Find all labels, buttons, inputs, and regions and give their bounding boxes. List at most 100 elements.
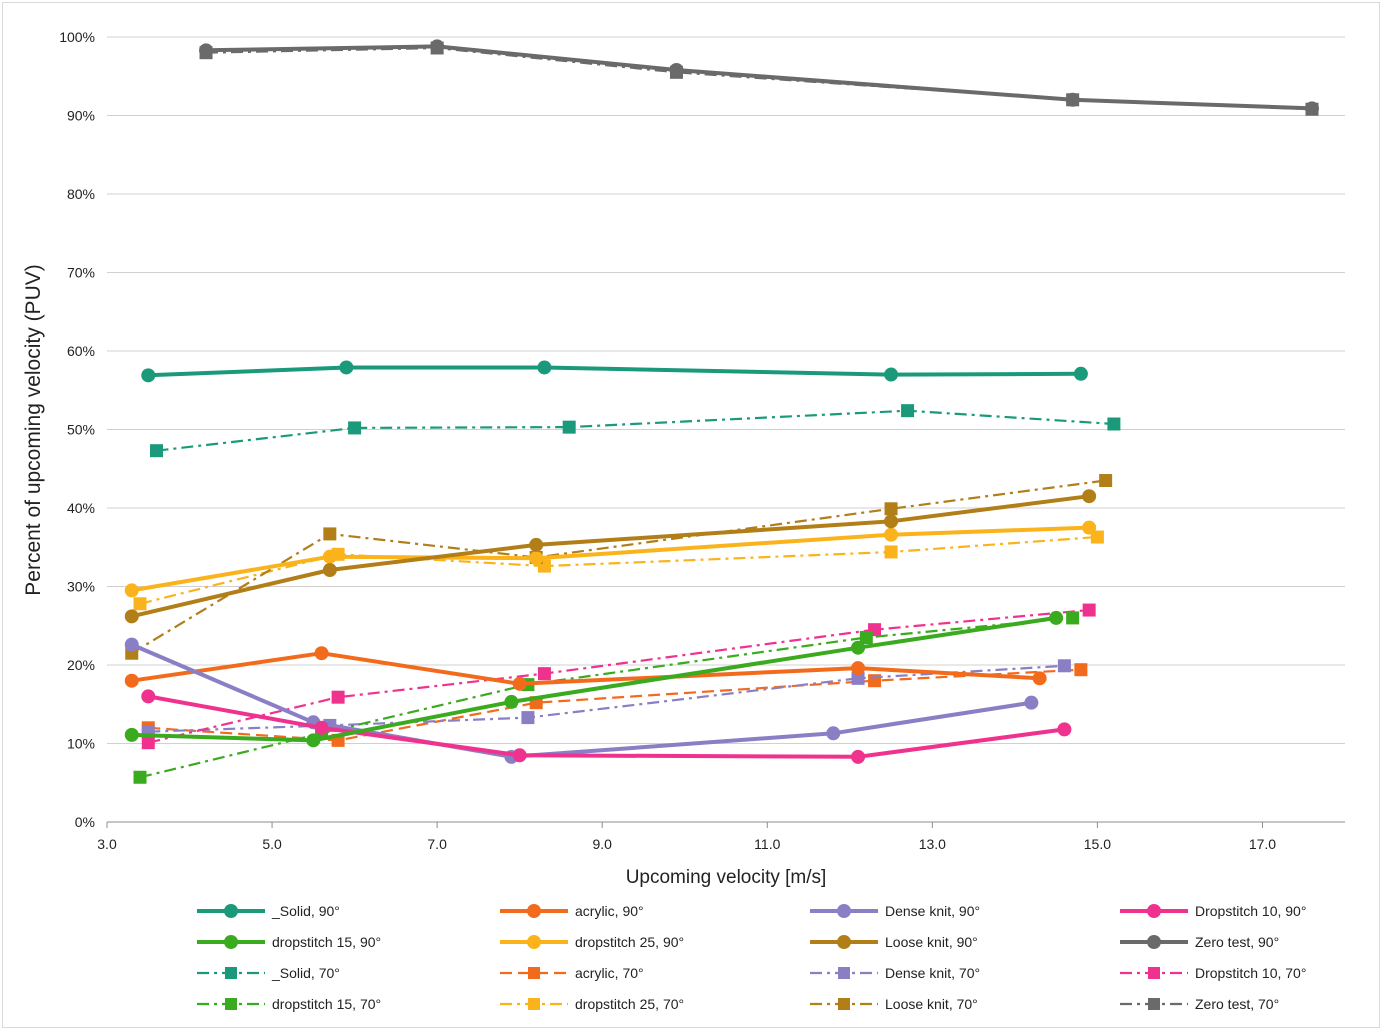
data-point [537, 667, 551, 681]
legend-entry: acrylic, 90° [500, 903, 644, 919]
legend-entry: _Solid, 70° [197, 965, 340, 981]
series-line [147, 694, 1065, 759]
series-13 [133, 530, 1104, 611]
series-line [205, 44, 1313, 111]
data-point [199, 43, 214, 58]
data-point [141, 736, 155, 750]
legend-marker [837, 904, 851, 918]
y-axis-title: Percent of upcoming velocity (PUV) [22, 264, 45, 595]
legend-label: Dropstitch 10, 90° [1195, 903, 1306, 919]
data-point [306, 733, 321, 748]
data-point [133, 597, 147, 611]
legend-entry: dropstitch 15, 70° [197, 996, 381, 1012]
data-point [884, 545, 898, 559]
legend-marker [838, 998, 850, 1010]
legend-entry: Loose knit, 70° [810, 996, 978, 1012]
data-point [348, 421, 362, 435]
y-tick-label: 100% [59, 29, 95, 45]
legend-label: Zero test, 70° [1195, 996, 1279, 1012]
legend-entry: dropstitch 25, 70° [500, 996, 684, 1012]
series-8 [150, 404, 1121, 458]
legend-label: dropstitch 25, 90° [575, 934, 684, 950]
legend-marker [224, 904, 238, 918]
legend-entry: dropstitch 25, 90° [500, 934, 684, 950]
data-point [430, 39, 445, 54]
data-point [1304, 101, 1319, 116]
data-point [323, 527, 337, 541]
legend-label: _Solid, 70° [271, 965, 340, 981]
x-tick-label: 5.0 [262, 836, 282, 852]
data-point [901, 404, 915, 418]
data-point [1065, 92, 1080, 107]
legend-marker [838, 967, 850, 979]
series-1 [124, 646, 1047, 691]
legend-marker [1147, 935, 1161, 949]
data-point [141, 368, 156, 383]
series-5 [124, 520, 1097, 598]
data-point [322, 563, 337, 578]
data-point [851, 749, 866, 764]
data-point [851, 661, 866, 676]
y-tick-label: 40% [67, 500, 95, 516]
legend-label: Loose knit, 70° [885, 996, 978, 1012]
series-9 [141, 663, 1088, 747]
legend-marker [1148, 998, 1160, 1010]
data-point [1082, 489, 1097, 504]
y-tick-label: 90% [67, 108, 95, 124]
legend-label: _Solid, 90° [271, 903, 340, 919]
axis-labels: Upcoming velocity [m/s] Percent of upcom… [22, 29, 1276, 888]
legend-marker [837, 935, 851, 949]
data-point [1074, 663, 1088, 677]
series-lines [124, 39, 1319, 784]
legend-label: dropstitch 25, 70° [575, 996, 684, 1012]
series-line [139, 535, 1098, 605]
series-7 [199, 39, 1319, 116]
data-point [512, 748, 527, 763]
data-point [1024, 695, 1039, 710]
data-point [521, 711, 535, 725]
legend: _Solid, 90° acrylic, 90° Dense knit, 90° Dr… [197, 903, 1306, 1012]
legend-entry: Dense knit, 90° [810, 903, 980, 919]
legend-entry: dropstitch 15, 90° [197, 934, 381, 950]
legend-entry: Zero test, 70° [1120, 996, 1279, 1012]
x-tick-label: 3.0 [97, 836, 117, 852]
data-point [884, 502, 898, 516]
y-tick-label: 80% [67, 186, 95, 202]
legend-label: acrylic, 90° [575, 903, 644, 919]
legend-marker [224, 935, 238, 949]
data-point [884, 527, 899, 542]
data-point [1049, 610, 1064, 625]
data-point [884, 514, 899, 529]
legend-marker [1147, 904, 1161, 918]
legend-marker [1148, 967, 1160, 979]
legend-label: dropstitch 15, 90° [272, 934, 381, 950]
data-point [1066, 611, 1080, 625]
data-point [1032, 671, 1047, 686]
y-tick-label: 30% [67, 579, 95, 595]
data-point [133, 770, 147, 784]
series-11 [141, 603, 1096, 750]
y-tick-label: 70% [67, 265, 95, 281]
data-point [1082, 520, 1097, 535]
data-point [1057, 659, 1071, 673]
legend-label: Zero test, 90° [1195, 934, 1279, 950]
x-tick-label: 9.0 [592, 836, 612, 852]
data-point [529, 537, 544, 552]
legend-entry: Dense knit, 70° [810, 965, 980, 981]
y-tick-label: 50% [67, 422, 95, 438]
data-point [1057, 722, 1072, 737]
legend-label: Dropstitch 10, 70° [1195, 965, 1306, 981]
legend-entry: Loose knit, 90° [810, 934, 978, 950]
legend-marker [528, 998, 540, 1010]
data-point [314, 720, 329, 735]
data-point [314, 646, 329, 661]
legend-marker [225, 967, 237, 979]
series-line [139, 616, 1073, 779]
series-6 [124, 489, 1097, 624]
series-0 [141, 360, 1088, 383]
data-point [141, 689, 156, 704]
x-tick-label: 7.0 [427, 836, 447, 852]
x-tick-label: 11.0 [754, 836, 780, 852]
y-tick-label: 10% [67, 736, 95, 752]
